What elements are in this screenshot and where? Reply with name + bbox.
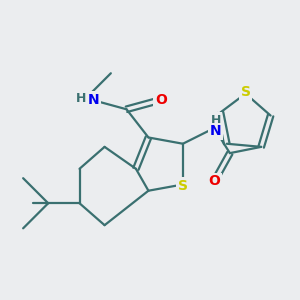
Text: H: H xyxy=(76,92,86,105)
Text: O: O xyxy=(155,93,167,107)
Text: O: O xyxy=(208,174,220,188)
Text: S: S xyxy=(178,179,188,193)
Text: N: N xyxy=(88,93,99,107)
Text: N: N xyxy=(210,124,222,138)
Text: S: S xyxy=(241,85,250,99)
Text: H: H xyxy=(211,114,221,127)
